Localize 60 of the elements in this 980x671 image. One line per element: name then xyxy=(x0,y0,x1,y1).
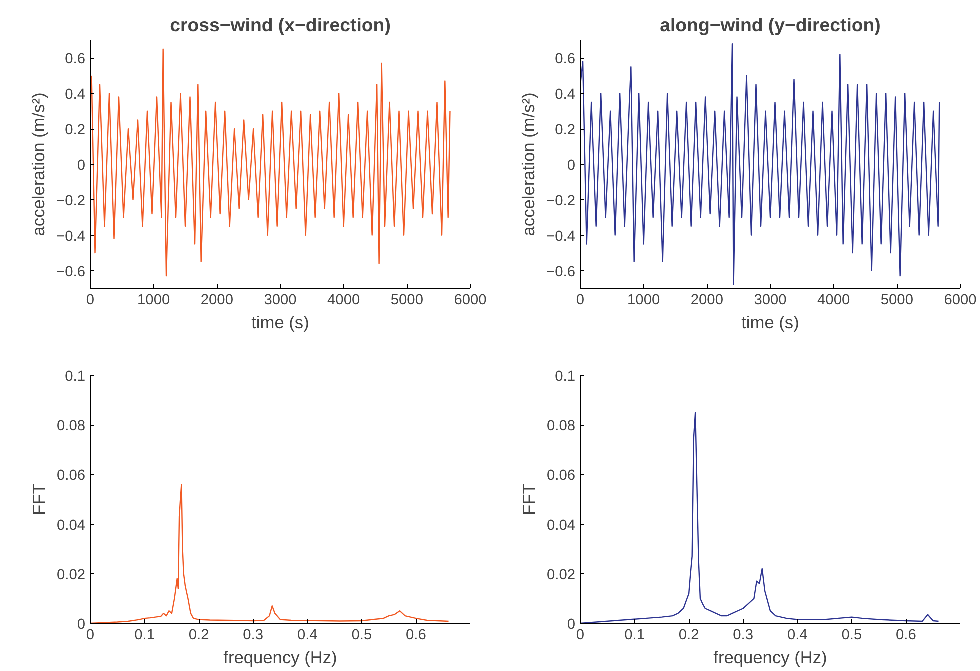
y-tick-label: 0.4 xyxy=(555,87,576,104)
y-tick-label: 0 xyxy=(567,158,576,174)
x-tick-label: 0.4 xyxy=(297,628,318,644)
x-tick-label: 0.5 xyxy=(842,628,862,644)
y-axis-title: acceleration (m/s²) xyxy=(28,92,49,236)
y-tick-label: 0.06 xyxy=(56,468,86,484)
y-tick-label: −0.6 xyxy=(546,264,576,280)
y-axis-title: acceleration (m/s²) xyxy=(518,92,539,236)
y-tick-label: −0.2 xyxy=(546,193,576,210)
y-tick-label: 0.02 xyxy=(546,567,576,584)
chart-title: along−wind (y−direction) xyxy=(660,14,881,36)
y-axis-title: FFT xyxy=(28,483,49,516)
x-axis-title: frequency (Hz) xyxy=(224,648,338,668)
x-tick-label: 1000 xyxy=(138,292,170,308)
y-tick-label: 0.4 xyxy=(65,87,86,104)
x-tick-label: 2000 xyxy=(200,292,234,308)
x-tick-label: 6000 xyxy=(944,292,977,308)
x-axis-title: time (s) xyxy=(252,312,310,332)
x-tick-label: 4000 xyxy=(818,292,850,308)
x-tick-label: 0.4 xyxy=(787,628,808,644)
x-tick-label: 3000 xyxy=(754,292,787,308)
y-tick-label: 0.1 xyxy=(555,369,576,385)
y-tick-label: 0.08 xyxy=(546,418,576,435)
y-tick-label: 0.2 xyxy=(555,122,576,139)
y-tick-label: −0.4 xyxy=(56,228,86,245)
y-tick-label: −0.6 xyxy=(56,264,86,280)
y-tick-label: 0 xyxy=(77,617,86,633)
x-tick-label: 3000 xyxy=(264,292,297,308)
x-tick-label: 0.1 xyxy=(624,628,645,644)
x-tick-label: 0.2 xyxy=(188,628,210,644)
y-axis-title: FFT xyxy=(518,483,539,516)
x-tick-label: 2000 xyxy=(690,292,724,308)
y-tick-label: 0.6 xyxy=(555,52,576,68)
x-tick-label: 4000 xyxy=(328,292,360,308)
x-tick-label: 0.6 xyxy=(406,628,426,644)
y-tick-label: 0.2 xyxy=(65,122,86,139)
x-tick-label: 5000 xyxy=(880,292,914,308)
y-tick-label: 0.02 xyxy=(56,567,86,584)
y-tick-label: −0.4 xyxy=(546,228,576,245)
y-tick-label: 0 xyxy=(77,158,86,174)
y-tick-label: 0.04 xyxy=(546,518,576,534)
chart-title: cross−wind (x−direction) xyxy=(170,14,391,36)
x-tick-label: 0.6 xyxy=(896,628,916,644)
y-tick-label: −0.2 xyxy=(56,193,86,210)
x-tick-label: 0.2 xyxy=(678,628,700,644)
y-tick-label: 0.1 xyxy=(65,369,86,385)
x-tick-label: 6000 xyxy=(454,292,487,308)
y-tick-label: 0.06 xyxy=(546,468,576,484)
x-tick-label: 0.3 xyxy=(243,628,264,644)
x-axis-title: time (s) xyxy=(742,312,800,332)
x-tick-label: 1000 xyxy=(628,292,660,308)
x-tick-label: 5000 xyxy=(390,292,424,308)
x-axis-title: frequency (Hz) xyxy=(714,648,828,668)
x-tick-label: 0.1 xyxy=(134,628,155,644)
x-tick-label: 0.3 xyxy=(733,628,754,644)
y-tick-label: 0.08 xyxy=(56,418,86,435)
y-tick-label: 0 xyxy=(567,617,576,633)
y-tick-label: 0.04 xyxy=(56,518,86,534)
x-tick-label: 0.5 xyxy=(352,628,372,644)
y-tick-label: 0.6 xyxy=(65,52,86,68)
